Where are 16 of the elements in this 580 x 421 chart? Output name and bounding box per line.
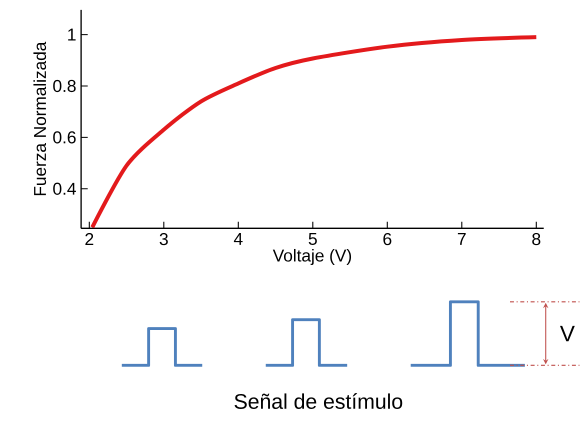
x-tick-label: 2 [85, 233, 94, 246]
x-tick-label: 6 [383, 233, 392, 246]
line-series [90, 35, 538, 228]
y-tick-label: 0.8 [53, 80, 76, 92]
x-tick-label: 8 [532, 233, 540, 246]
x-tick-label: 3 [160, 233, 168, 246]
x-axis-title: Voltaje (V) [272, 249, 352, 266]
y-tick-label: 1 [68, 28, 76, 41]
y-tick-label: 0.6 [53, 131, 76, 144]
y-axis-title: Fuerza Normalizada [33, 42, 46, 196]
y-tick-label: 0.4 [53, 182, 76, 195]
x-tick-label: 4 [234, 233, 243, 245]
x-tick-label: 5 [308, 233, 317, 246]
x-tick-label: 7 [458, 233, 466, 245]
text: V [560, 326, 575, 342]
text: Señal de estímulo [234, 393, 402, 409]
